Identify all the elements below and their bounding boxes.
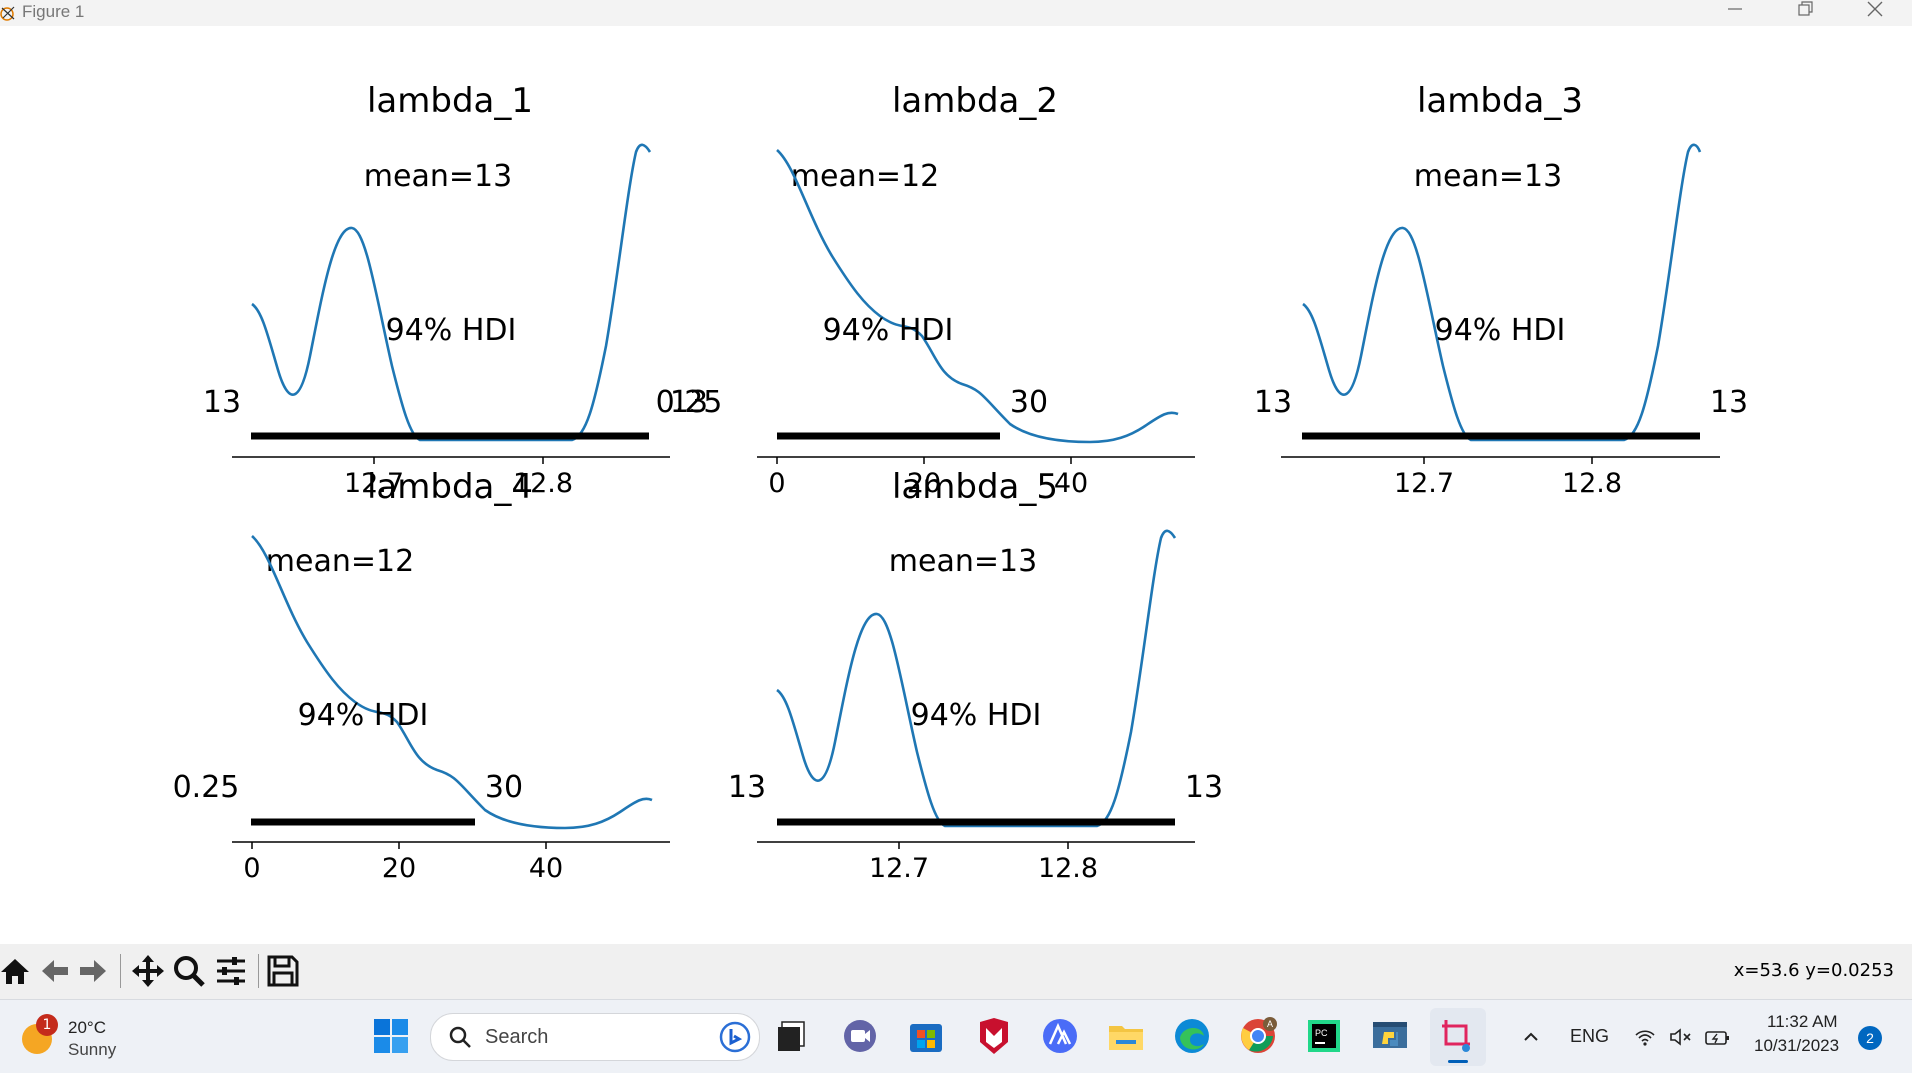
zoom-icon[interactable] [170, 952, 208, 990]
subplot-lambda-1: lambda_1 mean=13 94% HDI 13 13 12.7 12.8 [203, 81, 708, 499]
weather-badge: 1 [36, 1014, 58, 1036]
language-indicator[interactable]: ENG [1570, 1026, 1610, 1046]
window-title: Figure 1 [22, 2, 85, 21]
pan-icon[interactable] [129, 952, 167, 990]
search-placeholder: Search [485, 1026, 549, 1048]
hdi-right-value: 13 [670, 385, 708, 420]
subplot-title: lambda_5 [892, 467, 1058, 507]
kde-curve [251, 535, 653, 830]
mean-label: mean=12 [791, 159, 939, 194]
mcafee-icon[interactable] [972, 1014, 1016, 1058]
hdi-left-value: 13 [1254, 385, 1292, 420]
mean-label: mean=12 [266, 544, 414, 579]
svg-text:A: A [1267, 1019, 1273, 1029]
snipping-tool-active[interactable] [1430, 1008, 1486, 1066]
taskbar-search[interactable]: Search [430, 1013, 760, 1061]
x-tick-label: 12.8 [513, 468, 573, 499]
matplotlib-logo-icon [0, 6, 15, 21]
figure-canvas[interactable]: lambda_1 mean=13 94% HDI 13 13 12.7 12.8… [0, 26, 1912, 944]
weather-condition: Sunny [68, 1040, 117, 1059]
x-tick-label: 20 [907, 468, 941, 499]
close-button[interactable] [1845, 0, 1905, 26]
hdi-left-value: 13 [203, 385, 241, 420]
active-indicator [1448, 1060, 1468, 1063]
subplot-lambda-3: lambda_3 mean=13 94% HDI 13 13 12.7 12.8 [1254, 81, 1748, 499]
window-titlebar: Figure 1 [0, 0, 1912, 26]
task-view-icon[interactable] [770, 1014, 814, 1058]
kde-curve [776, 529, 1177, 828]
weather-temperature: 20°C [68, 1018, 106, 1037]
edge-icon[interactable] [1170, 1014, 1214, 1058]
microsoft-store-icon[interactable] [904, 1014, 948, 1058]
configure-subplots-icon[interactable] [212, 952, 250, 990]
kde-curve [776, 149, 1179, 444]
navigation-toolbar: x=53.6 y=0.0253 [0, 944, 1912, 999]
battery-charging-icon[interactable] [1704, 1026, 1732, 1048]
x-tick-label: 40 [529, 853, 563, 884]
x-tick-label: 0 [768, 468, 785, 499]
subplot-title: lambda_2 [892, 81, 1058, 121]
wifi-icon[interactable] [1634, 1026, 1656, 1048]
svg-text:PC: PC [1315, 1028, 1328, 1038]
weather-widget[interactable]: 1 20°C Sunny [20, 1014, 130, 1060]
x-tick-label: 20 [382, 853, 416, 884]
python-icon[interactable] [1368, 1014, 1412, 1058]
bing-icon[interactable] [719, 1021, 751, 1053]
clock-date[interactable]: 10/31/2023 [1754, 1036, 1840, 1055]
hdi-right-value: 30 [485, 770, 523, 805]
clock-time[interactable]: 11:32 AM [1767, 1012, 1838, 1031]
x-tick-label: 40 [1054, 468, 1088, 499]
x-tick-label: 12.8 [1038, 853, 1098, 884]
subplot-title: lambda_3 [1417, 81, 1583, 121]
taskbar: 1 20°C Sunny Search [0, 999, 1912, 1073]
x-tick-label: 12.7 [1394, 468, 1454, 499]
hdi-right-value: 13 [1710, 385, 1748, 420]
kde-curve [1302, 143, 1702, 442]
pycharm-icon[interactable]: PC [1302, 1014, 1346, 1058]
hdi-right-value: 13 [1185, 770, 1223, 805]
mean-label: mean=13 [1414, 159, 1562, 194]
hdi-label: 94% HDI [1435, 313, 1566, 348]
subplot-lambda-2: lambda_2 mean=12 94% HDI 0.25 30 0 20 40 [656, 81, 1195, 499]
posterior-plots: lambda_1 mean=13 94% HDI 13 13 12.7 12.8… [173, 81, 1748, 884]
chrome-icon[interactable]: A [1236, 1014, 1280, 1058]
hdi-label: 94% HDI [298, 698, 429, 733]
hdi-left-value: 0.25 [173, 770, 240, 805]
vpn-app-icon[interactable] [1038, 1014, 1082, 1058]
hdi-right-value: 30 [1010, 385, 1048, 420]
teams-chat-icon[interactable] [838, 1014, 882, 1058]
file-explorer-icon[interactable] [1104, 1014, 1148, 1058]
snipping-tool-icon [1442, 1020, 1470, 1052]
back-arrow-icon[interactable] [36, 952, 74, 990]
x-tick-label: 0 [243, 853, 260, 884]
toolbar-separator [120, 954, 121, 988]
mean-label: mean=13 [889, 544, 1037, 579]
subplot-title: lambda_1 [367, 81, 533, 121]
minimize-button[interactable] [1705, 0, 1765, 26]
x-tick-label: 12.7 [869, 853, 929, 884]
volume-muted-icon[interactable] [1668, 1026, 1694, 1048]
notification-badge[interactable]: 2 [1858, 1026, 1882, 1050]
subplot-lambda-4: lambda_4 mean=12 94% HDI 0.25 30 0 20 40 [173, 467, 670, 884]
mean-label: mean=13 [364, 159, 512, 194]
toolbar-separator [258, 954, 259, 988]
hdi-left-value: 0.25 [656, 385, 723, 420]
hdi-label: 94% HDI [823, 313, 954, 348]
chevron-up-icon[interactable] [1520, 1026, 1542, 1048]
search-icon [449, 1026, 471, 1048]
save-icon[interactable] [264, 952, 302, 990]
cursor-coordinates: x=53.6 y=0.0253 [1733, 960, 1894, 981]
hdi-label: 94% HDI [386, 313, 517, 348]
home-icon[interactable] [0, 952, 34, 990]
forward-arrow-icon[interactable] [74, 952, 112, 990]
kde-curve [251, 143, 652, 442]
hdi-label: 94% HDI [911, 698, 1042, 733]
x-tick-label: 12.7 [344, 468, 404, 499]
x-tick-label: 12.8 [1562, 468, 1622, 499]
subplot-lambda-5: lambda_5 mean=13 94% HDI 13 13 12.7 12.8 [728, 467, 1223, 884]
restore-button[interactable] [1775, 0, 1835, 26]
subplot-title: lambda_4 [367, 467, 533, 507]
windows-start-icon[interactable] [372, 1017, 410, 1055]
hdi-left-value: 13 [728, 770, 766, 805]
